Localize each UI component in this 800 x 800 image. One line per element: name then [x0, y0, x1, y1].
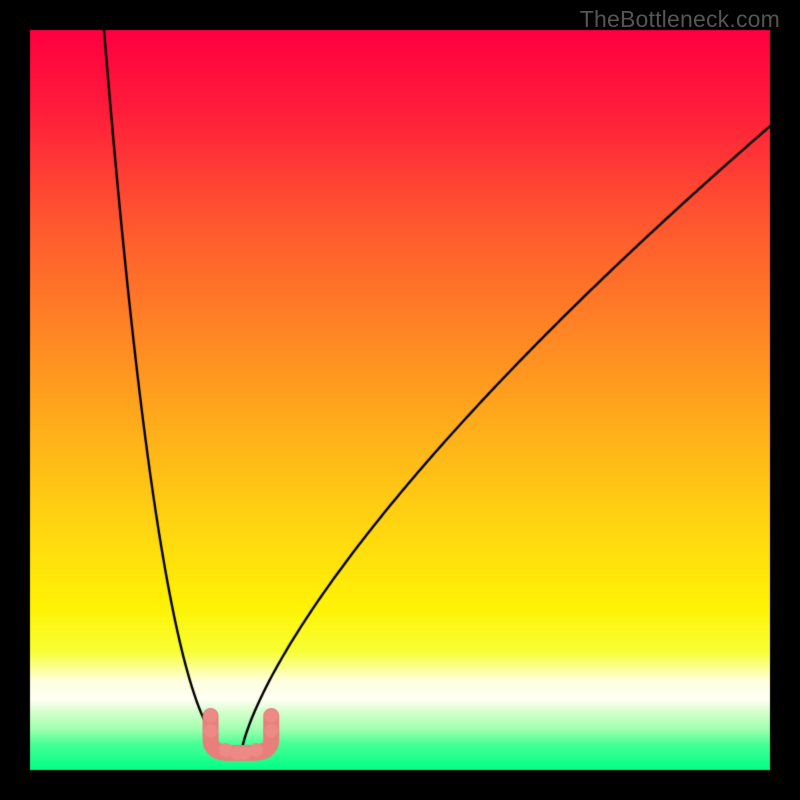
bottleneck-chart-canvas	[0, 0, 800, 800]
watermark-label: TheBottleneck.com	[580, 6, 780, 33]
chart-stage: TheBottleneck.com	[0, 0, 800, 800]
